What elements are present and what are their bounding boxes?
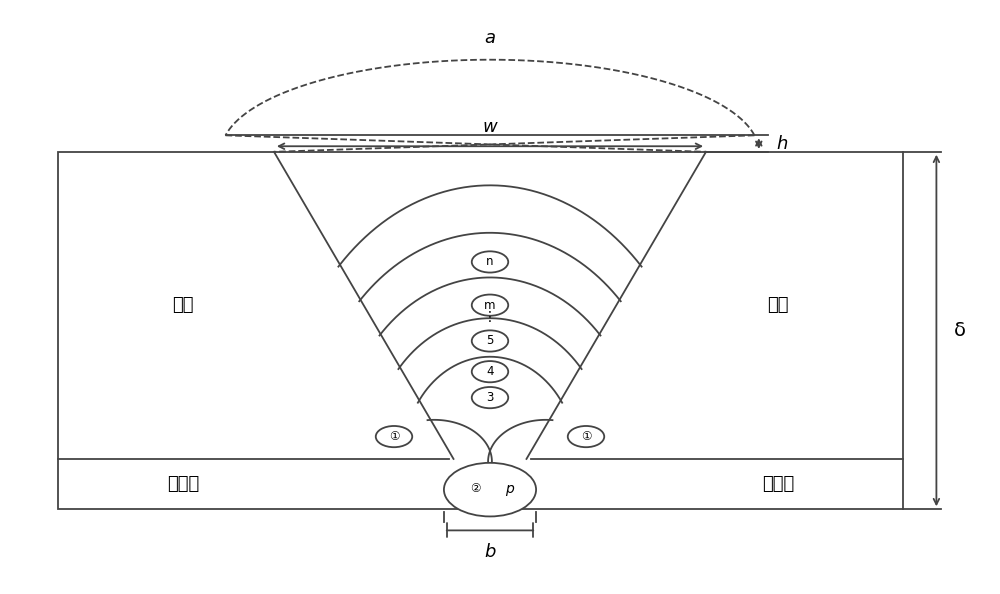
Text: ①: ① (581, 430, 591, 443)
Circle shape (568, 426, 604, 447)
Bar (58, 152, 903, 509)
Text: p: p (505, 482, 514, 495)
Text: 基层: 基层 (767, 296, 789, 314)
Text: 复合层: 复合层 (762, 475, 794, 493)
Circle shape (472, 295, 508, 316)
Text: 4: 4 (486, 365, 494, 378)
Text: 5: 5 (486, 334, 494, 347)
Text: ⋮: ⋮ (483, 311, 497, 324)
Text: m: m (484, 299, 496, 312)
Circle shape (472, 330, 508, 352)
Circle shape (376, 426, 412, 447)
Text: 复合层: 复合层 (167, 475, 199, 493)
Circle shape (472, 251, 508, 273)
Text: 基层: 基层 (172, 296, 194, 314)
Text: b: b (484, 543, 496, 561)
Text: a: a (484, 30, 496, 48)
Text: w: w (483, 118, 497, 136)
Text: δ: δ (954, 321, 966, 340)
Text: 3: 3 (486, 391, 494, 404)
Text: ②: ② (470, 482, 481, 495)
Circle shape (472, 361, 508, 383)
Text: n: n (486, 255, 494, 268)
Text: h: h (776, 135, 787, 153)
Text: ①: ① (389, 430, 399, 443)
Circle shape (472, 387, 508, 408)
Ellipse shape (444, 463, 536, 516)
